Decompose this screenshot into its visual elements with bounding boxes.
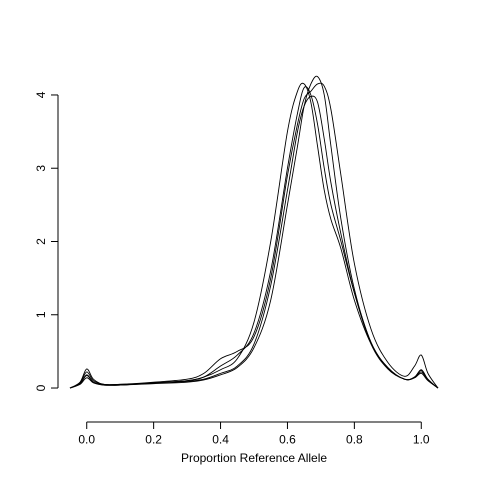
x-tick-label: 0.4 [212, 433, 229, 447]
x-tick-label: 0.0 [78, 433, 95, 447]
x-tick-label: 0.6 [279, 433, 296, 447]
y-tick-label: 4 [34, 91, 48, 98]
y-tick-label: 0 [34, 384, 48, 391]
y-tick-label: 1 [34, 311, 48, 318]
density-curve [69, 75, 439, 389]
density-curve [69, 95, 439, 389]
y-axis: 0 1 2 3 4 [34, 91, 59, 391]
x-tick-label: 0.8 [346, 433, 363, 447]
density-curve [69, 86, 439, 389]
x-tick-label: 0.2 [145, 433, 162, 447]
y-tick-label: 2 [34, 238, 48, 245]
x-tick-label: 1.0 [413, 433, 430, 447]
y-tick-label: 3 [34, 165, 48, 172]
density-curve [69, 82, 439, 389]
x-axis-title: Proportion Reference Allele [181, 451, 327, 465]
density-curves [69, 75, 439, 389]
density-curve [69, 82, 439, 389]
x-axis: 0.0 0.2 0.4 0.6 0.8 1.0 [78, 421, 430, 447]
